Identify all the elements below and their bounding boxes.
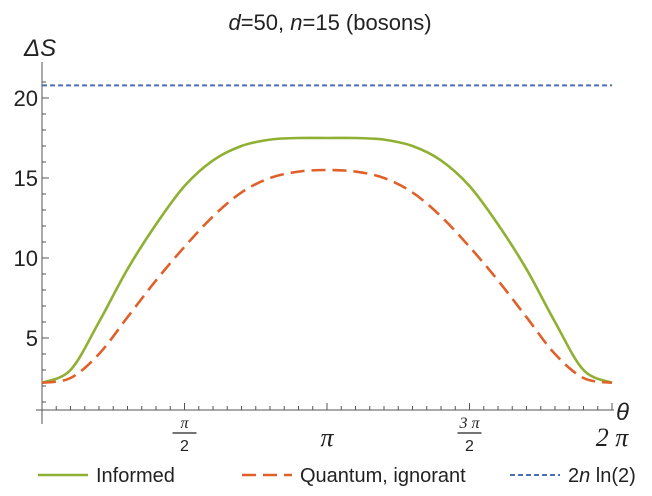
legend-label: Quantum, ignorant	[300, 465, 466, 487]
legend-item: 2n ln(2)	[510, 465, 636, 487]
y-tick-label: 20	[14, 86, 38, 111]
legend-label: 2n ln(2)	[568, 465, 636, 487]
x-tick-label: 2 π	[596, 423, 630, 452]
series-line-0	[41, 136, 613, 385]
y-axis-label: ΔS	[23, 35, 56, 62]
y-tick-label: 10	[14, 246, 38, 271]
series-line-1	[41, 168, 613, 385]
x-tick-label: π	[320, 423, 334, 452]
chart-title: d=50, n=15 (bosons)	[228, 10, 431, 35]
legend: Informed Quantum, ignorant 2n ln(2)	[38, 465, 636, 487]
x-tick-numerator: 3 π	[458, 415, 480, 432]
x-tick-label-fraction: 3 π2	[457, 415, 482, 455]
y-tick-label: 5	[26, 326, 38, 351]
legend-item: Quantum, ignorant	[242, 465, 466, 487]
legend-label: Informed	[96, 465, 175, 487]
x-tick-numerator: π	[180, 415, 189, 432]
series-layer	[41, 84, 613, 385]
x-tick-denominator: 2	[465, 438, 474, 455]
x-tick-label-fraction: π2	[172, 415, 197, 455]
y-tick-label: 15	[14, 166, 38, 191]
x-tick-denominator: 2	[180, 438, 189, 455]
x-axis-label: θ	[616, 399, 629, 426]
legend-item: Informed	[38, 465, 175, 487]
